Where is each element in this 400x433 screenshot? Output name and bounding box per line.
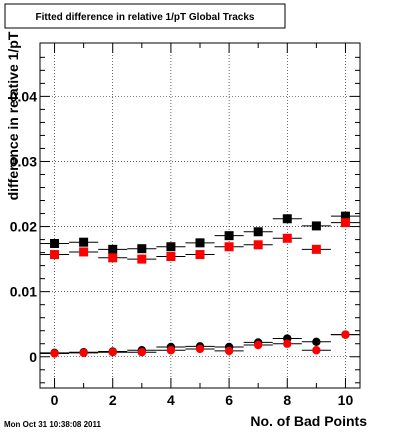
- data-point: [195, 250, 205, 260]
- data-point: [195, 344, 205, 354]
- data-point: [79, 247, 89, 257]
- data-point: [282, 233, 292, 243]
- data-point: [340, 218, 350, 228]
- x-tick-label: 4: [167, 392, 175, 408]
- x-tick-label: 2: [109, 392, 117, 408]
- data-point: [50, 349, 59, 358]
- x-tick-label: 8: [283, 392, 291, 408]
- series-3: [40, 330, 360, 358]
- data-point: [253, 227, 263, 237]
- data-point: [224, 346, 234, 356]
- data-point: [50, 250, 60, 260]
- data-point: [50, 238, 60, 248]
- chart-title: Fitted difference in relative 1/pT Globa…: [36, 12, 255, 23]
- data-point: [340, 211, 350, 221]
- data-point: [253, 340, 263, 350]
- x-tick-label: 0: [51, 392, 59, 408]
- y-tick-label: 0.02: [10, 219, 37, 235]
- series-1: [40, 218, 360, 264]
- data-point: [108, 253, 118, 263]
- data-point: [312, 337, 321, 346]
- data-point: [283, 339, 292, 348]
- data-point: [253, 240, 263, 250]
- y-tick-label: 0.04: [10, 88, 37, 104]
- data-point: [311, 221, 321, 231]
- x-tick-label: 10: [338, 392, 354, 408]
- grid: [40, 43, 360, 388]
- data-point: [108, 244, 118, 254]
- data-point: [79, 237, 89, 247]
- data-point: [166, 252, 176, 262]
- axis-ticks: [40, 43, 360, 388]
- data-point: [137, 244, 147, 254]
- y-tick-label: 0.03: [10, 153, 37, 169]
- plot-frame: [39, 42, 361, 389]
- data-point: [311, 244, 321, 254]
- data-point: [79, 348, 88, 358]
- data-point: [341, 330, 350, 339]
- timestamp: Mon Oct 31 10:38:08 2011: [4, 420, 101, 429]
- x-axis-label: No. of Bad Points: [250, 413, 367, 429]
- data-point: [224, 242, 234, 252]
- y-tick-label: 0.01: [10, 284, 37, 300]
- data-point: [224, 231, 234, 241]
- data-point: [195, 238, 205, 248]
- data-point: [137, 254, 147, 264]
- data-point: [166, 242, 176, 252]
- data-point: [312, 346, 321, 355]
- data-point: [137, 347, 147, 357]
- series-0: [40, 211, 360, 254]
- data-point: [166, 346, 176, 355]
- x-tick-label: 6: [225, 392, 233, 408]
- tick-labels: 0 2 4 6 8 10 0 0.01 0.02 0.03 0.04: [10, 88, 354, 408]
- y-tick-label: 0: [29, 349, 37, 365]
- y-axis-label: difference in relative 1/pT: [5, 31, 21, 200]
- data-marks: [40, 211, 360, 358]
- title-box: [4, 3, 286, 29]
- data-point: [108, 347, 117, 357]
- data-point: [282, 214, 292, 224]
